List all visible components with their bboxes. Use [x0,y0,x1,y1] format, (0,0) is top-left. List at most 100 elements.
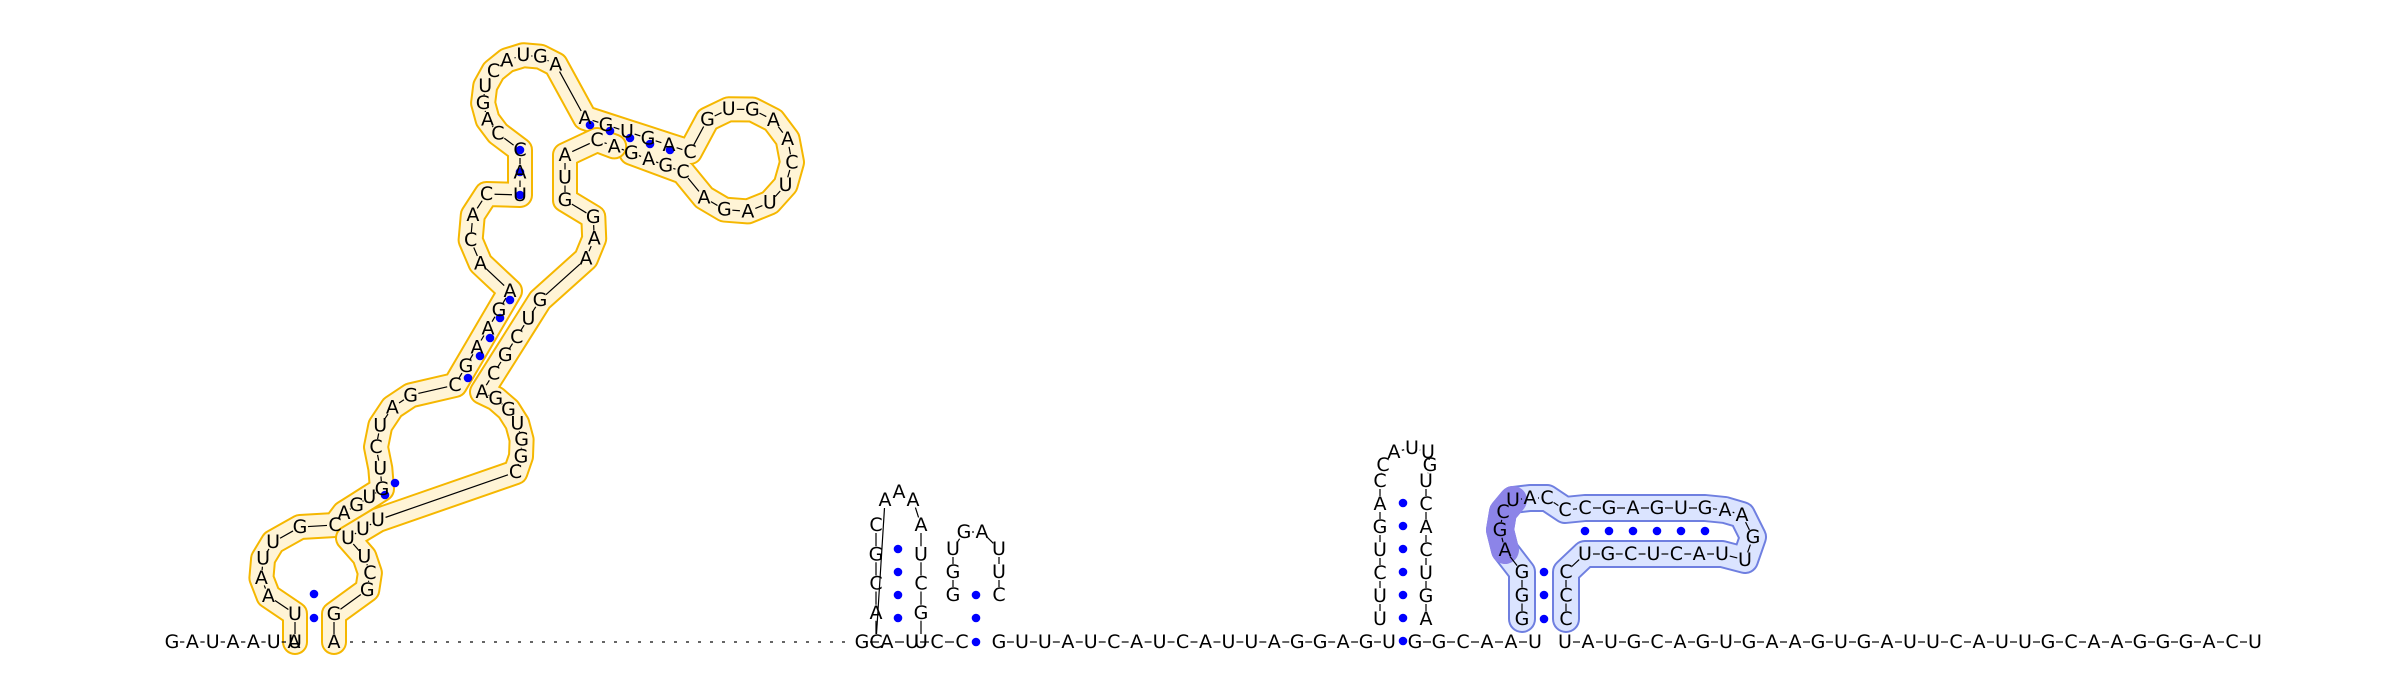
nucleotide: A [247,631,260,653]
nucleotide: G [403,384,418,406]
base-pair-dot [1676,526,1686,536]
nucleotide: U [1604,631,1618,653]
nucleotide: C [1624,543,1637,565]
backbone-bond [545,263,581,296]
backbone-bond [352,543,360,552]
nucleotide: G [869,543,884,565]
nucleotide: A [386,396,399,418]
nucleotide: G [957,521,972,543]
nucleotide: A [1627,497,1640,519]
backbone-bond [491,316,496,322]
nucleotide: U [266,531,280,553]
nucleotide: A [1674,631,1687,653]
backbone-bond [774,190,781,198]
backbone-bond [777,126,784,134]
backbone-bond [398,399,405,404]
backbone-bond [1745,521,1750,531]
nucleotide: A [663,134,676,156]
nucleotide: U [1419,470,1433,492]
backbone-bond [508,343,514,349]
nucleotide: C [369,436,382,458]
nucleotide: U [513,184,527,206]
nucleotide: G [498,344,513,366]
backbone-bond [476,200,483,209]
nucleotide: G [745,98,760,120]
nucleotide: A [907,489,920,511]
nucleotide: A [1199,631,1212,653]
nucleotide: A [466,204,479,226]
nucleotide: G [2041,631,2056,653]
nucleotide: C [1373,562,1386,584]
nucleotide: C [487,60,500,82]
nucleotide: C [513,139,526,161]
nucleotide: G [1811,631,1826,653]
nucleotide: C [1456,631,1469,653]
nucleotide: G [165,631,180,653]
base-pair-dot [495,313,505,323]
nucleotide: U [1405,437,1419,459]
nucleotide: C [1558,499,1571,521]
nucleotide: G [946,584,961,606]
nucleotide: U [206,631,220,653]
nucleotide: A [1420,608,1433,630]
nucleotide: G [1419,585,1434,607]
nucleotide: G [1515,561,1530,583]
base-pair-dot [505,295,515,305]
nucleotide: C [2225,631,2238,653]
nucleotide: G [624,142,639,164]
nucleotide: A [1061,631,1074,653]
nucleotide: A [879,489,892,511]
backbone-bond [571,142,591,153]
nucleotide: G [1423,454,1438,476]
nucleotide: G [1627,631,1642,653]
nucleotide: C [1540,487,1553,509]
nucleotide: A [549,54,562,76]
nucleotide: U [356,518,370,540]
nucleotide: G [1746,526,1761,548]
nucleotide: C [1559,608,1572,630]
nucleotide: A [476,381,489,403]
nucleotide: U [1558,631,1572,653]
nucleotide: U [779,174,793,196]
nucleotide: U [1674,497,1688,519]
nucleotide: U [267,631,281,653]
base-pair-dot [1398,590,1408,600]
nucleotide: U [946,538,960,560]
base-pair-dot [625,133,635,143]
nucleotide: C [487,363,500,385]
backbone-bond [376,433,380,440]
base-pair-dot [463,373,473,383]
backbone-bond [349,508,352,510]
backbone-bond [956,538,961,543]
nucleotide: A [976,521,989,543]
nucleotide: A [870,602,883,624]
backbone-bond [470,222,473,233]
nucleotide: U [1084,631,1098,653]
nucleotide: G [375,478,390,500]
backbone-bond [362,500,364,502]
nucleotide: A [262,585,275,607]
backbone-bond [469,354,474,360]
base-pair-dot [1398,613,1408,623]
nucleotide: G [1600,543,1615,565]
nucleotide: G [533,289,548,311]
nucleotide: A [1420,516,1433,538]
nucleotide: G [1432,631,1447,653]
backbone-bond [279,530,294,539]
nucleotide: C [509,461,522,483]
yellow-domain-fill [250,44,803,653]
nucleotide: G [855,631,870,653]
nucleotide: U [722,98,736,120]
backbone-bond [520,324,525,331]
backbone-bond [485,380,490,386]
backbone-bond [1387,457,1390,460]
nucleotide: A [1973,631,1986,653]
nucleotide: C [869,573,882,595]
nucleotide: C [448,374,461,396]
nucleotide: U [521,307,535,329]
nucleotide: C [676,161,689,183]
nucleotide: U [1715,543,1729,565]
nucleotide: U [1373,608,1387,630]
base-pair-dot [309,589,319,599]
base-pair-dot [1398,544,1408,554]
